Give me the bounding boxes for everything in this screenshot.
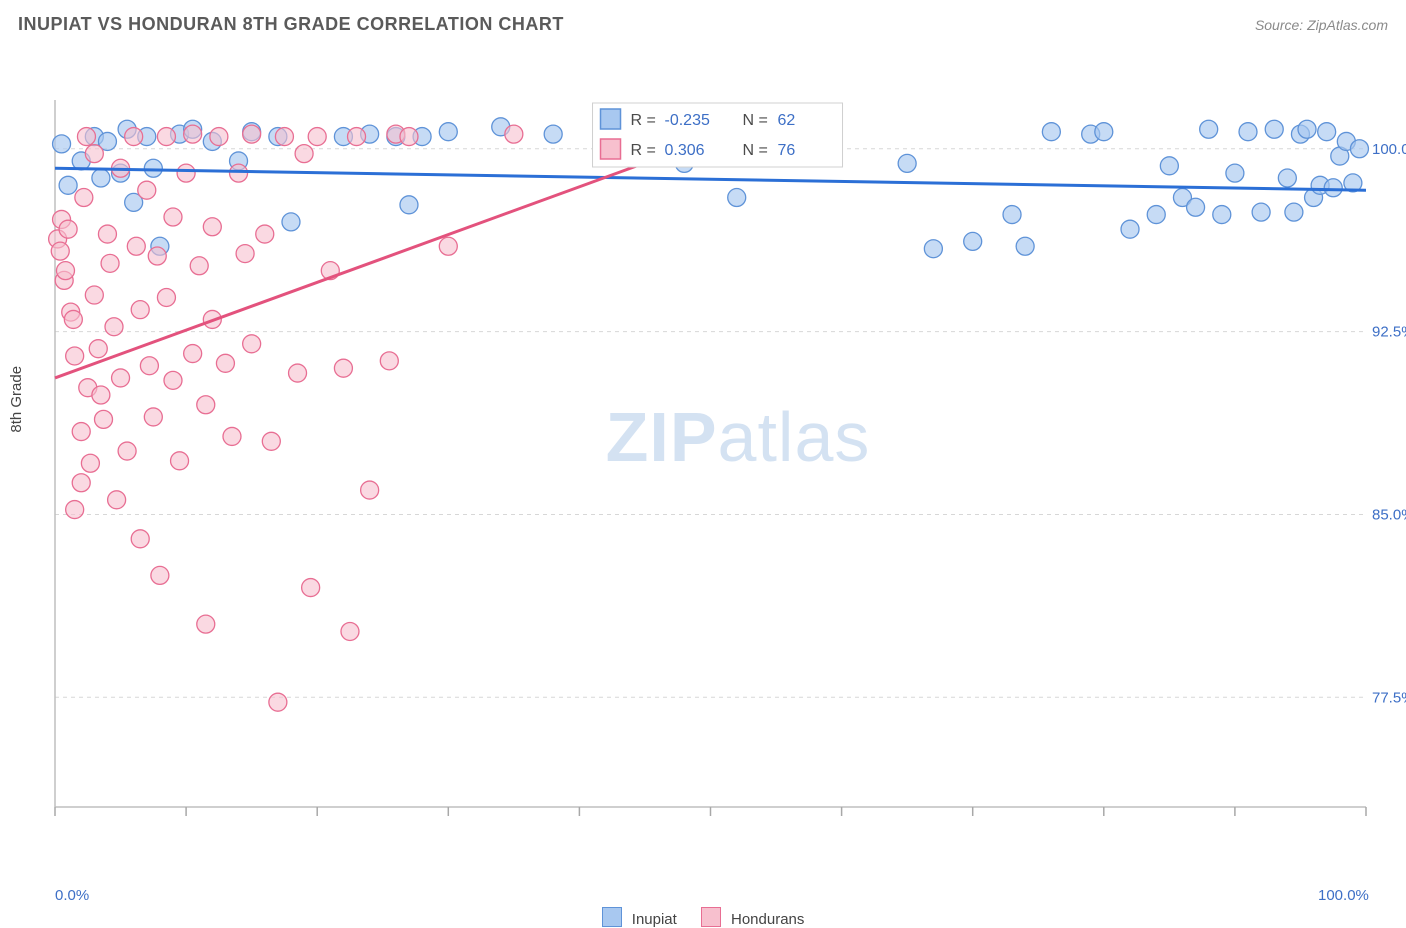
svg-text:85.0%: 85.0% [1372,506,1406,523]
svg-text:100.0%: 100.0% [1372,141,1406,158]
scatter-chart: 77.5% 85.0% 92.5% 100.0% R = -0.235 N = 62 R = 0… [0,45,1406,887]
legend-swatch [602,907,622,927]
legend-bottom: Inupiat Hondurans [0,907,1406,928]
svg-text:77.5%: 77.5% [1372,689,1406,706]
legend-label: Inupiat [632,911,677,928]
svg-text:62: 62 [778,112,796,129]
legend-swatch [701,907,721,927]
svg-text:92.5%: 92.5% [1372,324,1406,341]
svg-text:R =: R = [631,112,656,129]
svg-text:N =: N = [743,112,768,129]
x-axis-labels: 0.0%100.0% [0,887,1406,909]
svg-text:0.306: 0.306 [665,142,705,159]
svg-text:-0.235: -0.235 [665,112,710,129]
svg-text:N =: N = [743,142,768,159]
svg-text:R =: R = [631,142,656,159]
chart-title: INUPIAT VS HONDURAN 8TH GRADE CORRELATIO… [18,14,564,35]
legend-label: Hondurans [731,911,804,928]
legend-item-inupiat: Inupiat [602,907,677,928]
svg-text:76: 76 [778,142,796,159]
source-label: Source: ZipAtlas.com [1255,17,1388,33]
y-axis-title: 8th Grade [8,366,25,433]
legend-item-hondurans: Hondurans [701,907,805,928]
